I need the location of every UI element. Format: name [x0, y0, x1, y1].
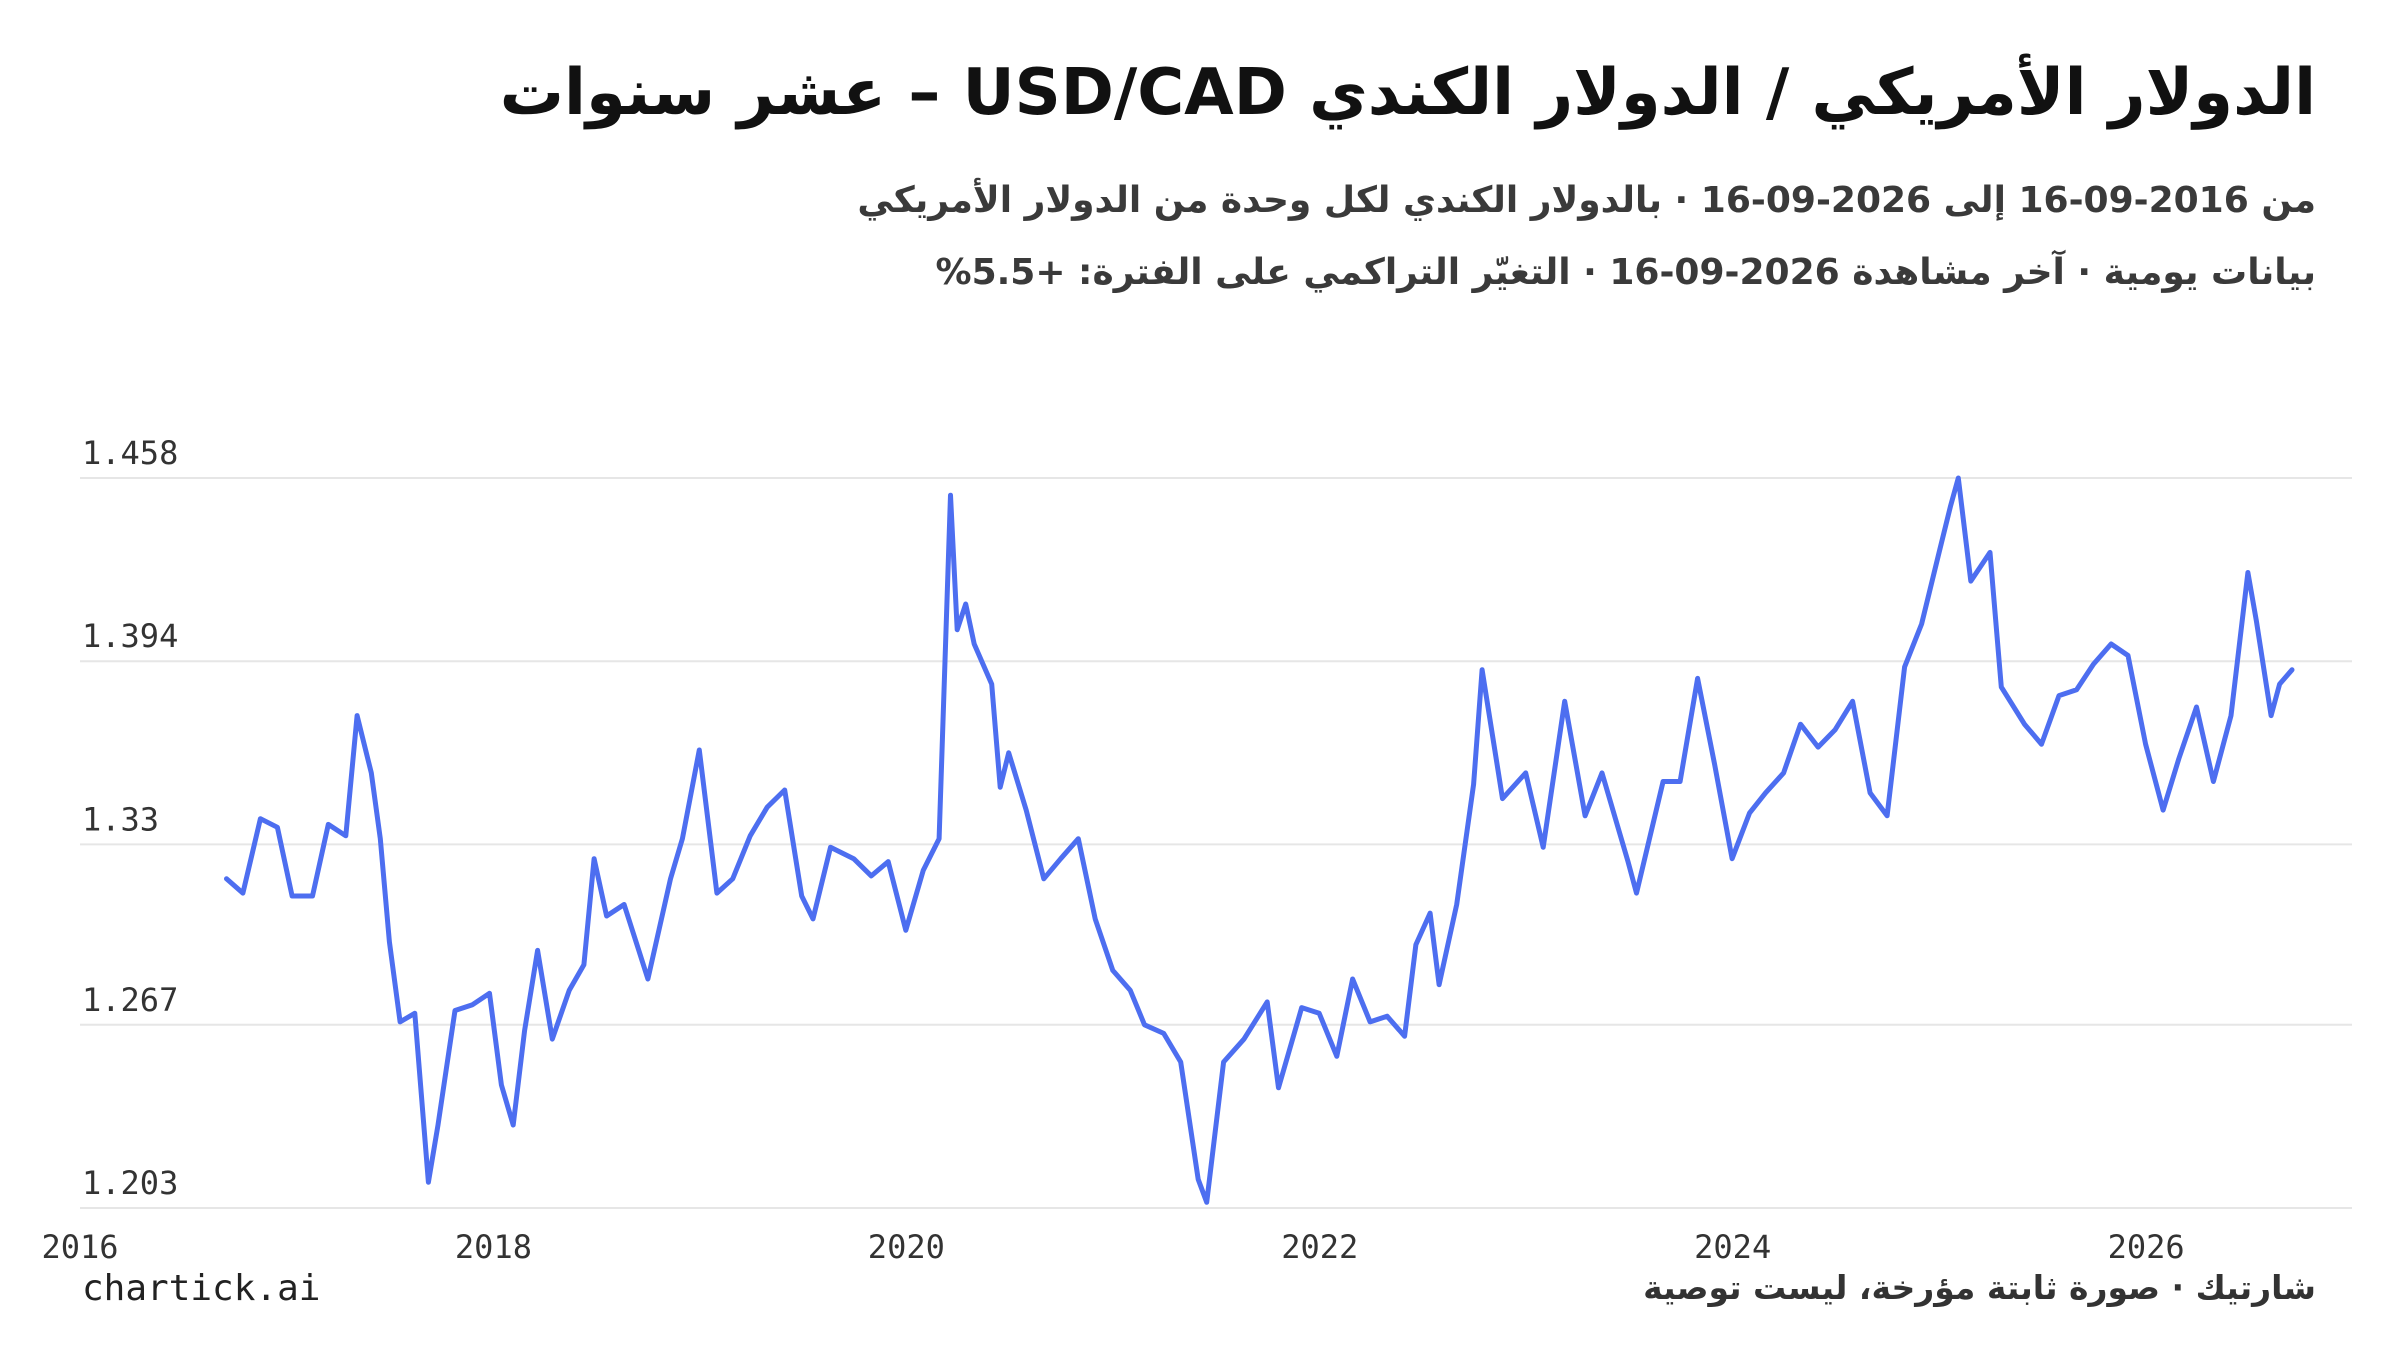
brand-logo-text: chartick.ai	[82, 1268, 321, 1309]
y-tick-label: 1.33	[82, 800, 159, 838]
grid-lines	[80, 477, 2352, 1209]
x-tick-label: 2024	[1694, 1228, 1771, 1266]
chart-subtitle-stats: بيانات يومية · آخر مشاهدة 2026-09-16 · ا…	[935, 252, 2316, 293]
x-tick-label: 2016	[41, 1228, 118, 1266]
footer-note: شارتيك · صورة ثابتة مؤرخة، ليست توصية	[1643, 1268, 2316, 1307]
chart-subtitle-range: من 2016-09-16 إلى 2026-09-16 · بالدولار …	[857, 180, 2316, 221]
y-axis-tick-labels: 1.203 1.267 1.33 1.394 1.458	[82, 434, 178, 1202]
x-tick-label: 2026	[2108, 1228, 2185, 1266]
series-layer	[224, 475, 2295, 1205]
x-tick-label: 2020	[868, 1228, 945, 1266]
x-tick-label: 2018	[455, 1228, 532, 1266]
chart-title: الدولار الأمريكي / الدولار الكندي USD/CA…	[499, 56, 2316, 130]
y-tick-label: 1.203	[82, 1164, 178, 1202]
y-tick-label: 1.458	[82, 434, 178, 472]
series-line-0	[224, 475, 2295, 1205]
x-tick-label: 2022	[1281, 1228, 1358, 1266]
x-axis-tick-labels: 2016 2018 2020 2022 2024 2026	[41, 1228, 2184, 1266]
y-tick-label: 1.394	[82, 617, 178, 655]
y-tick-label: 1.267	[82, 981, 178, 1019]
